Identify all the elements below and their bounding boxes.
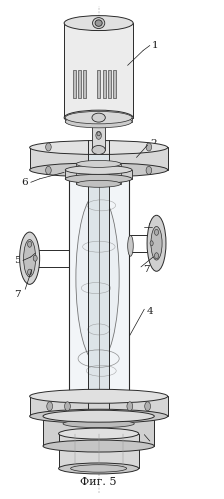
Bar xyxy=(83,70,86,98)
Ellipse shape xyxy=(30,163,168,177)
Text: 2: 2 xyxy=(150,139,157,148)
Bar xyxy=(69,170,129,406)
Bar xyxy=(113,70,116,98)
Ellipse shape xyxy=(30,389,168,403)
Bar xyxy=(78,70,81,98)
Text: 5: 5 xyxy=(14,256,20,265)
Bar xyxy=(92,118,105,150)
Text: 3: 3 xyxy=(147,433,154,442)
Bar xyxy=(88,140,109,409)
Bar xyxy=(97,70,100,98)
Text: 5: 5 xyxy=(147,223,154,232)
Ellipse shape xyxy=(64,110,133,125)
Ellipse shape xyxy=(63,412,134,420)
Text: 6: 6 xyxy=(21,178,27,187)
Ellipse shape xyxy=(71,465,127,472)
Ellipse shape xyxy=(150,241,153,246)
Ellipse shape xyxy=(128,236,133,256)
Ellipse shape xyxy=(30,141,168,155)
Ellipse shape xyxy=(47,402,53,411)
Ellipse shape xyxy=(65,165,132,174)
Ellipse shape xyxy=(58,428,139,439)
Bar xyxy=(65,170,132,179)
Bar xyxy=(108,70,111,98)
Ellipse shape xyxy=(145,402,151,411)
Bar xyxy=(58,434,139,469)
Ellipse shape xyxy=(127,402,133,411)
Ellipse shape xyxy=(46,166,51,174)
Bar xyxy=(30,396,168,416)
Bar xyxy=(73,70,76,98)
Ellipse shape xyxy=(65,174,132,183)
Bar xyxy=(30,148,168,170)
Ellipse shape xyxy=(76,180,121,187)
Ellipse shape xyxy=(96,131,101,139)
Ellipse shape xyxy=(69,401,129,412)
Ellipse shape xyxy=(96,178,101,186)
Ellipse shape xyxy=(33,255,37,261)
Ellipse shape xyxy=(76,193,119,363)
Ellipse shape xyxy=(146,143,152,151)
Ellipse shape xyxy=(58,463,139,474)
Ellipse shape xyxy=(76,160,121,167)
Ellipse shape xyxy=(151,227,162,260)
Ellipse shape xyxy=(24,240,36,277)
Ellipse shape xyxy=(92,146,105,155)
Text: 1: 1 xyxy=(152,41,159,50)
Text: 7: 7 xyxy=(144,265,150,274)
Ellipse shape xyxy=(65,111,132,124)
Ellipse shape xyxy=(97,132,100,136)
Bar xyxy=(65,118,132,122)
Bar xyxy=(76,164,121,184)
Ellipse shape xyxy=(46,143,51,151)
Ellipse shape xyxy=(95,20,102,26)
Ellipse shape xyxy=(92,113,105,122)
Ellipse shape xyxy=(69,164,129,175)
Ellipse shape xyxy=(28,269,32,275)
Bar xyxy=(63,416,134,424)
Text: Фиг. 5: Фиг. 5 xyxy=(80,478,117,488)
Ellipse shape xyxy=(155,252,159,258)
Ellipse shape xyxy=(146,166,152,174)
Text: 4: 4 xyxy=(147,307,154,316)
Ellipse shape xyxy=(43,410,154,422)
Ellipse shape xyxy=(43,440,154,452)
Ellipse shape xyxy=(28,242,32,248)
Ellipse shape xyxy=(65,115,132,128)
Ellipse shape xyxy=(93,17,105,28)
Ellipse shape xyxy=(30,409,168,423)
Ellipse shape xyxy=(64,15,133,30)
Ellipse shape xyxy=(63,420,134,428)
Bar xyxy=(103,70,106,98)
Bar xyxy=(64,23,133,118)
Ellipse shape xyxy=(20,232,40,284)
Text: 7: 7 xyxy=(14,290,20,299)
Ellipse shape xyxy=(155,230,159,236)
Ellipse shape xyxy=(147,215,166,271)
Bar xyxy=(43,416,154,446)
Ellipse shape xyxy=(65,402,70,411)
